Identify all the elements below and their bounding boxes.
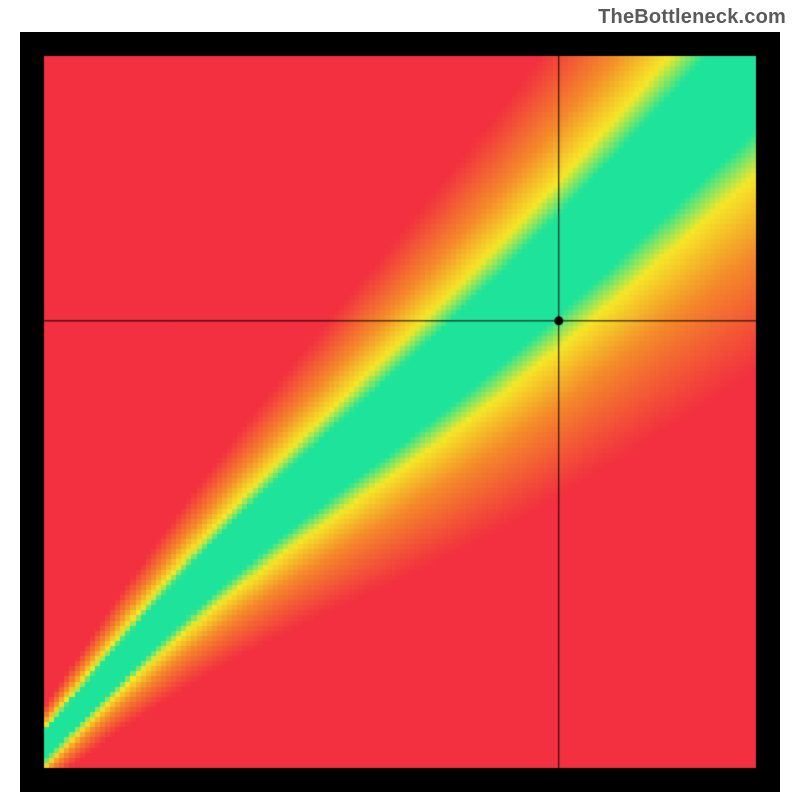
watermark-text: TheBottleneck.com [598,6,786,29]
heatmap-canvas [20,32,780,792]
chart-frame [20,32,780,792]
chart-container: TheBottleneck.com [0,0,800,800]
